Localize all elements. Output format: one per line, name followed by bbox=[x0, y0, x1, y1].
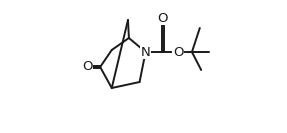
Text: N: N bbox=[141, 45, 150, 59]
Text: O: O bbox=[82, 61, 92, 74]
Text: O: O bbox=[173, 45, 183, 59]
Text: O: O bbox=[158, 11, 168, 24]
